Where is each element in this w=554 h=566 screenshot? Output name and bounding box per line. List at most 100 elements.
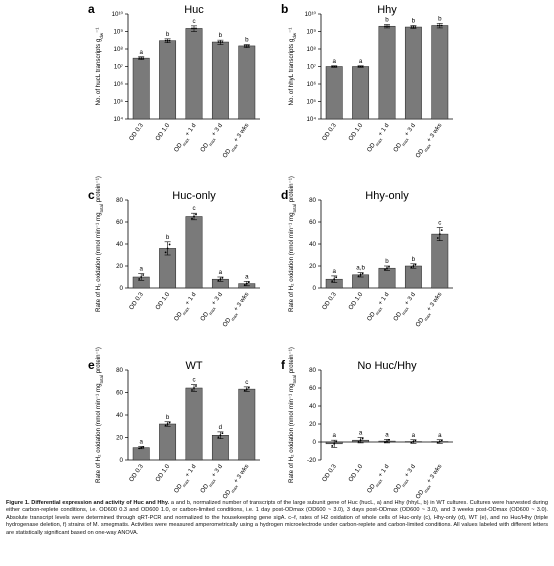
significance-letter: a xyxy=(359,58,363,65)
y-tick-label: 10¹⁰ xyxy=(112,11,124,18)
panel-title: WT xyxy=(185,360,202,372)
x-tick-label: OD 0.3 xyxy=(321,122,338,143)
data-point xyxy=(193,387,195,389)
bar xyxy=(185,387,203,461)
data-point xyxy=(166,247,169,250)
data-point xyxy=(168,39,171,42)
y-tick-label: 10⁶ xyxy=(114,81,124,88)
y-tick-label: 20 xyxy=(116,263,123,270)
bar xyxy=(159,423,177,461)
y-tick-label: 80 xyxy=(309,197,316,204)
significance-letter: a xyxy=(359,430,363,437)
data-point xyxy=(410,266,413,269)
y-tick-label: 60 xyxy=(309,385,316,392)
data-point xyxy=(333,442,336,445)
panel-letter: f xyxy=(281,358,286,372)
data-point xyxy=(440,229,443,232)
chart-panel-e: e WT 0 20 40 60 80 Rate of H₂ oxidation (nmol m… xyxy=(88,347,260,500)
significance-letter: a xyxy=(139,266,143,273)
data-point xyxy=(412,265,415,267)
y-tick-label: 10⁸ xyxy=(114,46,124,53)
y-tick-label: 40 xyxy=(309,241,316,248)
data-point xyxy=(386,440,388,442)
y-tick-label: 20 xyxy=(116,435,123,442)
x-tick-label: OD 1.0 xyxy=(347,463,364,484)
data-point xyxy=(168,421,171,424)
y-tick-label: 60 xyxy=(116,219,123,226)
data-point xyxy=(335,276,338,279)
significance-letter: a xyxy=(332,268,336,275)
data-point xyxy=(440,439,443,442)
significance-letter: c xyxy=(192,18,195,25)
data-point xyxy=(384,441,386,444)
data-point xyxy=(388,439,390,441)
data-point xyxy=(357,65,360,68)
chart-panel-f: f No Huc/Hhy -20 0 20 40 60 80 Rate of H₂ oxidat… xyxy=(281,347,453,500)
data-point xyxy=(384,25,386,28)
y-axis-label: Rate of H₂ oxidation (nmol min⁻¹ mgtotal… xyxy=(288,176,297,312)
significance-letter: a xyxy=(219,269,223,276)
significance-letter: b xyxy=(385,258,389,265)
data-point xyxy=(331,280,334,283)
data-point xyxy=(335,65,338,68)
chart-panel-d: d Hhy-only 0 20 40 60 80 Rate of H₂ oxidation (… xyxy=(281,176,453,328)
significance-letter: a xyxy=(139,49,143,56)
data-point xyxy=(219,41,222,43)
data-point xyxy=(438,233,441,236)
panel-title: Huc-only xyxy=(172,190,216,202)
y-tick-label: 10⁷ xyxy=(114,64,123,71)
x-tick-label: ODmax + 3 d xyxy=(392,291,418,324)
data-point xyxy=(164,39,167,42)
x-tick-label: ODmax + 1 d xyxy=(173,122,199,155)
panel-title: Hhy xyxy=(377,4,397,16)
significance-letter: a xyxy=(412,432,416,439)
significance-letter: b xyxy=(412,256,416,263)
data-point xyxy=(359,273,362,276)
x-tick-label: ODmax + 1 d xyxy=(173,291,199,324)
data-point xyxy=(410,26,413,28)
data-point xyxy=(384,268,386,271)
bar xyxy=(378,267,396,289)
data-point xyxy=(142,57,145,60)
data-point xyxy=(221,432,224,435)
bar xyxy=(211,41,229,120)
figure-caption: Figure 1. Differential expression and ac… xyxy=(6,500,548,537)
data-point xyxy=(361,437,364,440)
data-point xyxy=(164,424,167,427)
data-point xyxy=(412,440,415,443)
data-point xyxy=(142,446,145,448)
data-point xyxy=(243,45,246,47)
bar xyxy=(132,447,150,461)
x-tick-label: ODmax + 1 d xyxy=(366,463,392,496)
y-tick-label: 10⁹ xyxy=(113,29,123,36)
data-point xyxy=(166,423,169,425)
significance-letter: b xyxy=(219,32,223,39)
caption-title: Figure 1. Differential expression and ac… xyxy=(6,500,170,506)
data-point xyxy=(331,65,334,68)
data-point xyxy=(335,440,338,443)
data-point xyxy=(333,65,336,68)
x-tick-label: ODmax + 3 d xyxy=(392,122,418,155)
significance-letter: c xyxy=(192,205,195,212)
y-tick-label: 40 xyxy=(116,412,123,419)
data-point xyxy=(438,24,441,27)
x-tick-label: OD 1.0 xyxy=(154,291,171,312)
data-point xyxy=(361,65,364,68)
y-tick-label: 10⁹ xyxy=(306,29,316,36)
y-tick-label: 40 xyxy=(116,241,123,248)
x-tick-label: OD 1.0 xyxy=(347,122,364,143)
data-point xyxy=(359,65,362,68)
x-tick-label: OD 1.0 xyxy=(154,122,171,143)
data-point xyxy=(193,27,195,30)
bar xyxy=(431,25,449,120)
x-tick-label: OD 0.3 xyxy=(321,291,338,312)
data-point xyxy=(168,243,171,246)
significance-letter: c xyxy=(245,379,248,386)
data-point xyxy=(166,39,169,42)
x-tick-label: ODmax + 1 d xyxy=(173,463,199,496)
panel-letter: d xyxy=(281,188,288,202)
x-tick-label: ODmax + 3 wks xyxy=(414,122,444,160)
data-point xyxy=(386,267,388,270)
y-axis-label: No. of hhyL transcripts gdw⁻¹ xyxy=(288,28,297,106)
y-axis-label: Rate of H₂ oxidation (nmol min⁻¹ mgtotal… xyxy=(288,347,297,483)
